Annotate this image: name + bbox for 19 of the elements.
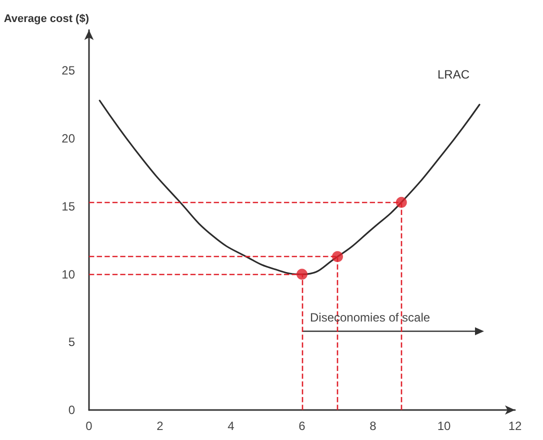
x-tick-label: 0 [86, 419, 93, 433]
point [396, 196, 407, 208]
point [296, 268, 308, 280]
y-tick-label: 5 [68, 335, 76, 350]
x-tick-label: 2 [156, 419, 164, 433]
y-axis-title: Average cost ($) [4, 13, 90, 25]
annotation: Diseconomies of scale [310, 310, 430, 324]
x-tick-label: 8 [370, 419, 377, 433]
point [332, 251, 343, 262]
y-tick-label: 15 [62, 199, 76, 214]
x-tick-label: 4 [228, 419, 235, 433]
y-tick-label: 0 [68, 403, 76, 417]
x-tick-label: 6 [298, 419, 306, 433]
y-tick-label: 25 [62, 64, 76, 78]
y-tick-label: 20 [62, 132, 76, 146]
x-tick-label: 12 [508, 419, 522, 433]
y-tick-label: 10 [62, 267, 76, 282]
text: LRAC [438, 68, 470, 82]
x-tick-label: 10 [437, 419, 451, 433]
